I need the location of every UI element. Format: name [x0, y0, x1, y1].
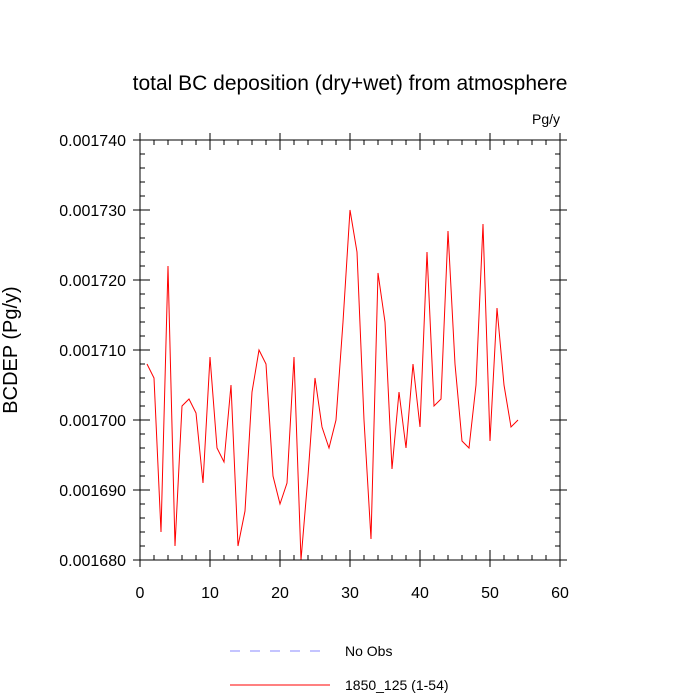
y-tick-label: 0.001700: [59, 413, 126, 430]
x-tick-label: 10: [201, 585, 219, 602]
y-tick-label: 0.001730: [59, 203, 126, 220]
x-tick-label: 20: [271, 585, 289, 602]
units-label: Pg/y: [532, 111, 560, 127]
legend-label-1850-125: 1850_125 (1-54): [345, 677, 449, 693]
x-tick-label: 30: [341, 585, 359, 602]
chart-title: total BC deposition (dry+wet) from atmos…: [133, 72, 568, 95]
x-tick-label: 40: [411, 585, 429, 602]
y-tick-label: 0.001690: [59, 483, 126, 500]
y-tick-label: 0.001680: [59, 553, 126, 570]
plot-frame: [139, 139, 561, 561]
x-tick-label: 50: [481, 585, 499, 602]
legend-label-no-obs: No Obs: [345, 643, 392, 659]
x-tick-label: 0: [136, 585, 145, 602]
series-line-1: [146, 209, 519, 561]
y-tick-label: 0.001740: [59, 133, 126, 150]
y-tick-label: 0.001710: [59, 343, 126, 360]
y-axis-label: BCDEP (Pg/y): [0, 286, 22, 413]
axis-ticks: [133, 133, 567, 567]
legend: No Obs 1850_125 (1-54): [230, 643, 449, 693]
y-tick-label: 0.001720: [59, 273, 126, 290]
x-tick-label: 60: [551, 585, 569, 602]
axis-tick-labels: 0 10 20 30 40 50 60 0.001680 0.001690 0.001700 0.0…: [59, 133, 569, 602]
plot-lines: [146, 209, 519, 561]
